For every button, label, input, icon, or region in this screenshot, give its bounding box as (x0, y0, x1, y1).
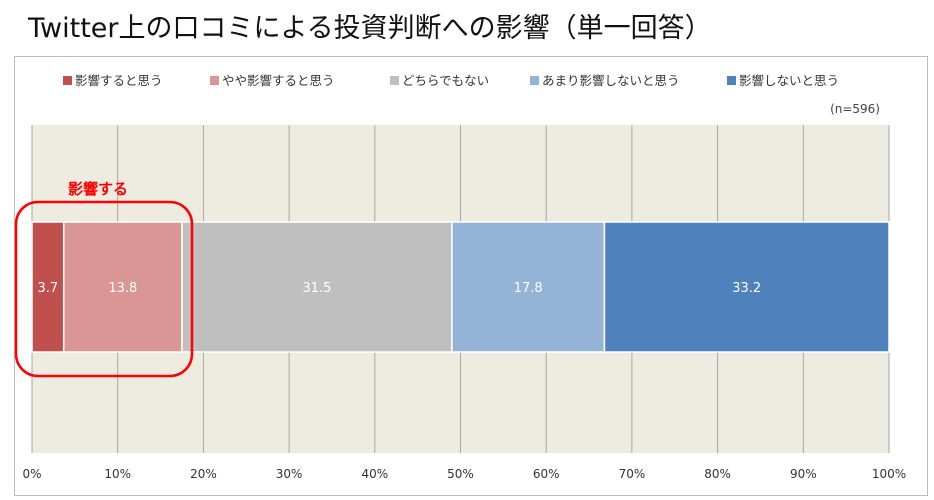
legend-label: あまり影響しないと思う (542, 73, 680, 88)
bar-value-label: 13.8 (108, 281, 137, 296)
bar-value-label: 17.8 (514, 281, 543, 296)
x-tick-label: 60% (533, 467, 560, 481)
legend-swatch (210, 76, 219, 85)
bar-value-label: 33.2 (732, 281, 761, 296)
x-tick-label: 50% (447, 467, 474, 481)
bar-value-label: 31.5 (302, 281, 331, 296)
highlight-box (14, 200, 194, 378)
legend-swatch (530, 76, 539, 85)
bar-labels: 3.7 13.8 31.5 17.8 33.2 (38, 281, 762, 296)
legend-swatch (63, 76, 72, 85)
legend-label: 影響しないと思う (739, 73, 839, 88)
bars (31, 221, 890, 353)
bar-segment (62, 221, 183, 353)
x-tick-label: 30% (276, 467, 303, 481)
x-tick-label: 80% (704, 467, 731, 481)
bar-segment (603, 221, 890, 353)
legend-swatch (390, 76, 399, 85)
x-tick-label: 0% (22, 467, 41, 481)
page-title: Twitter上の口コミによる投資判断への影響（単一回答） (28, 13, 712, 44)
legend: 影響すると思う やや影響すると思う どちらでもない あまり影響しないと思う 影響しないと… (63, 73, 839, 88)
x-tick-label: 40% (361, 467, 388, 481)
x-tick-label: 70% (619, 467, 646, 481)
bar-segment (181, 221, 453, 353)
x-tick-labels: 0% 10% 20% 30% 40% 50% 60% 70% 80% 90% 100% (22, 467, 906, 481)
x-tick-label: 10% (104, 467, 131, 481)
x-tick-label: 90% (790, 467, 817, 481)
highlight-label: 影響する (68, 180, 128, 198)
x-tick-label: 100% (872, 467, 906, 481)
bar-value-label: 3.7 (38, 281, 59, 296)
legend-swatch (727, 76, 736, 85)
legend-label: 影響すると思う (75, 73, 163, 88)
x-tick-label: 20% (190, 467, 217, 481)
legend-label: どちらでもない (402, 73, 489, 88)
legend-label: やや影響すると思う (222, 73, 335, 88)
sample-size-note: (n=596) (830, 102, 880, 116)
